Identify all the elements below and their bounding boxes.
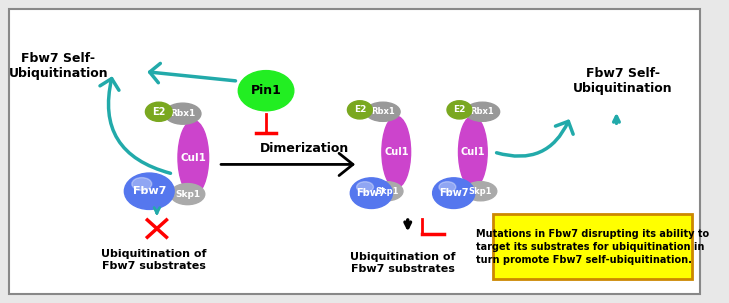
Ellipse shape xyxy=(370,182,403,201)
Ellipse shape xyxy=(132,178,152,190)
FancyArrowPatch shape xyxy=(496,121,573,156)
Text: Dimerization: Dimerization xyxy=(260,142,349,155)
Text: Rbx1: Rbx1 xyxy=(170,109,195,118)
Ellipse shape xyxy=(356,182,373,192)
Text: Cul1: Cul1 xyxy=(384,147,408,157)
FancyArrowPatch shape xyxy=(221,153,353,175)
Ellipse shape xyxy=(465,102,499,121)
Ellipse shape xyxy=(432,178,475,208)
Ellipse shape xyxy=(348,101,373,119)
Text: Cul1: Cul1 xyxy=(461,147,485,157)
Text: Skp1: Skp1 xyxy=(375,187,399,196)
Text: Fbw7: Fbw7 xyxy=(356,188,386,198)
Ellipse shape xyxy=(464,182,496,201)
Text: Cul1: Cul1 xyxy=(180,153,206,163)
Ellipse shape xyxy=(238,71,294,111)
Text: Fbw7: Fbw7 xyxy=(133,186,166,196)
Ellipse shape xyxy=(459,116,487,188)
Text: Skp1: Skp1 xyxy=(175,190,200,198)
Text: Fbw7: Fbw7 xyxy=(439,188,469,198)
Text: Rbx1: Rbx1 xyxy=(470,107,494,116)
Ellipse shape xyxy=(382,116,410,188)
Ellipse shape xyxy=(125,173,174,209)
Ellipse shape xyxy=(145,102,172,121)
Text: Pin1: Pin1 xyxy=(251,84,281,97)
Text: Ubiquitination of
Fbw7 substrates: Ubiquitination of Fbw7 substrates xyxy=(350,252,456,274)
Ellipse shape xyxy=(165,103,201,124)
Text: E2: E2 xyxy=(453,105,466,114)
Text: E2: E2 xyxy=(152,107,165,117)
Ellipse shape xyxy=(178,120,208,195)
Ellipse shape xyxy=(447,101,472,119)
Text: Rbx1: Rbx1 xyxy=(371,107,394,116)
Text: Fbw7 Self-
Ubiquitination: Fbw7 Self- Ubiquitination xyxy=(9,52,108,80)
Ellipse shape xyxy=(439,182,456,192)
Text: Fbw7 Self-
Ubiquitination: Fbw7 Self- Ubiquitination xyxy=(573,67,673,95)
Text: E2: E2 xyxy=(354,105,366,114)
FancyBboxPatch shape xyxy=(9,9,700,294)
FancyArrowPatch shape xyxy=(100,78,171,173)
Ellipse shape xyxy=(171,184,205,205)
Text: Ubiquitination of
Fbw7 substrates: Ubiquitination of Fbw7 substrates xyxy=(101,249,207,271)
Text: Mutations in Fbw7 disrupting its ability to
target its substrates for ubiquitina: Mutations in Fbw7 disrupting its ability… xyxy=(476,228,709,265)
FancyArrowPatch shape xyxy=(149,63,235,83)
Text: Skp1: Skp1 xyxy=(469,187,492,196)
Ellipse shape xyxy=(351,178,392,208)
FancyBboxPatch shape xyxy=(493,214,692,279)
Ellipse shape xyxy=(366,102,400,121)
